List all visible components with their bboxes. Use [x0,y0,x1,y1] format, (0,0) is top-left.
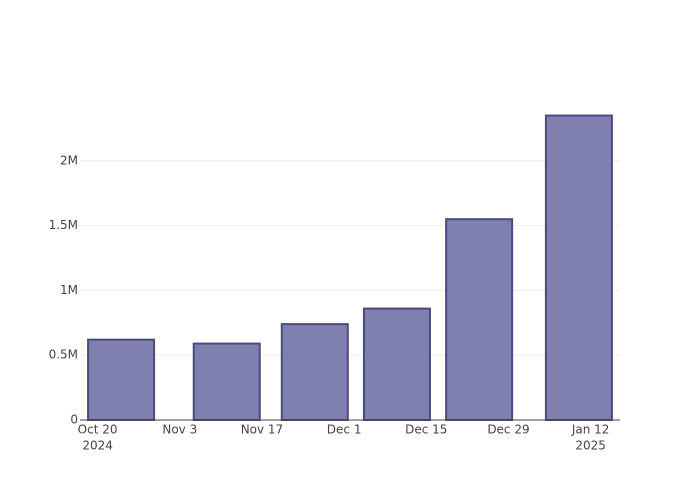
y-tick-label: 0.5M [49,348,78,362]
y-tick-label: 1M [60,283,78,297]
bar [192,342,261,421]
x-tick-label: Dec 1 [327,423,362,437]
x-tick-label: Oct 20 [78,423,118,437]
x-tick-label: Jan 12 [571,423,610,437]
x-tick-label: Nov 3 [162,423,197,437]
bar [87,338,156,421]
y-tick-label: 1.5M [49,218,78,232]
bar [280,323,349,421]
x-tick-label: 2025 [575,439,606,453]
x-tick-label: 2024 [82,439,113,453]
x-tick-label: Nov 17 [241,423,284,437]
y-tick-label: 0 [70,413,78,427]
x-tick-label: Dec 29 [487,423,529,437]
x-tick-label: Dec 15 [405,423,447,437]
bar [544,114,613,421]
bar [445,218,514,421]
bar [362,307,431,422]
y-tick-label: 2M [60,153,78,167]
